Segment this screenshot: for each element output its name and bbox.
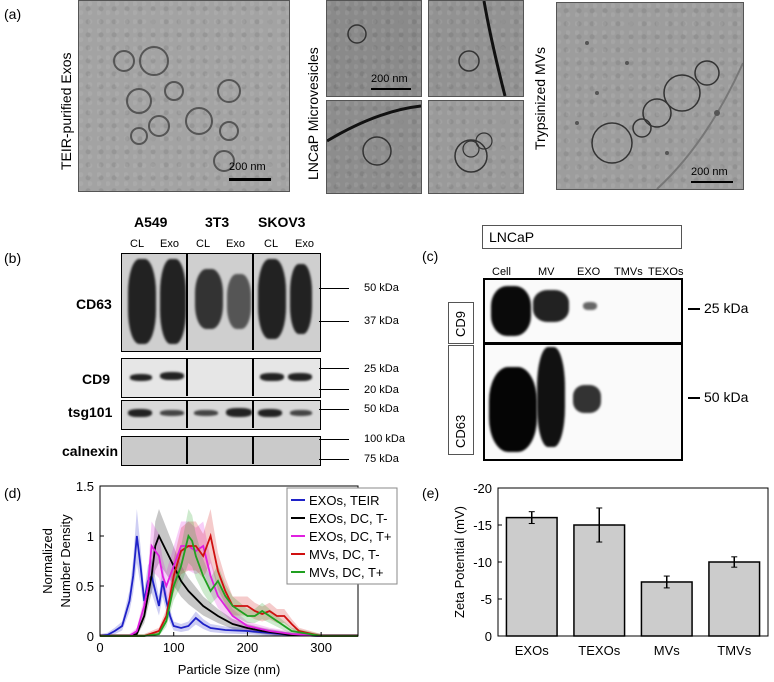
- scale-bar-teir: [229, 178, 271, 181]
- tryp-label: Trypsinized MVs: [532, 47, 548, 150]
- y-tick-label: 0.5: [76, 579, 94, 594]
- scale-label-tryp: 200 nm: [691, 166, 728, 178]
- blot-cd9-c: [483, 278, 683, 344]
- series-band: [100, 509, 358, 636]
- series-band: [100, 521, 358, 636]
- row-label-cd63: CD63: [76, 296, 112, 312]
- em-image-lncap-4: [428, 100, 524, 194]
- x-tick-label: 200: [237, 640, 259, 655]
- x-tick-label: EXOs: [515, 643, 549, 658]
- kda-label: 50 kDa: [364, 403, 399, 415]
- panel-label-a: (a): [4, 6, 22, 22]
- kda-label: 20 kDa: [364, 384, 399, 396]
- row-label-tsg101: tsg101: [68, 404, 113, 420]
- row-label-cd9: CD9: [82, 371, 111, 387]
- cell-line-3t3: 3T3: [205, 214, 230, 230]
- blot-tsg101-b: [121, 400, 321, 430]
- lane-label: Exo: [226, 238, 245, 250]
- x-tick-label: 0: [96, 640, 103, 655]
- blot-calnexin-b: [121, 436, 321, 466]
- series-line: [100, 533, 358, 637]
- em-image-tryp: 200 nm: [556, 2, 744, 190]
- blot-cd63-c: [483, 343, 683, 461]
- y-tick-label: -15: [473, 518, 492, 533]
- blot-cd63-b: [121, 253, 321, 352]
- kda-label: 25 kDa: [364, 363, 399, 375]
- y-axis-label: Zeta Potential (mV): [452, 506, 467, 618]
- em-image-teir: 200 nm: [78, 0, 290, 192]
- cell-line-skov3: SKOV3: [258, 214, 306, 230]
- series-line: [100, 532, 358, 637]
- row-label-cd9-c: CD9: [453, 310, 468, 337]
- lane-label: CL: [130, 238, 145, 250]
- panel-label-c: (c): [422, 248, 439, 264]
- bar: [708, 561, 761, 637]
- bar: [640, 581, 693, 637]
- legend-entry: EXOs, DC, T+: [309, 529, 391, 544]
- em-image-lncap-3: [326, 100, 422, 194]
- lane-label: Cell: [492, 266, 511, 278]
- x-tick-label: MVs: [654, 643, 681, 658]
- kda-label: 100 kDa: [364, 433, 405, 445]
- panel-label-d: (d): [4, 485, 22, 501]
- legend-entry: MVs, DC, T-: [309, 547, 380, 562]
- lncap-label: LNCaP Microvesicles: [305, 47, 321, 180]
- series-band: [100, 509, 358, 636]
- y-axis-label: Normalized: [40, 528, 55, 594]
- row-box-cd9: CD9: [448, 302, 474, 344]
- y-tick-label: -20: [473, 481, 492, 496]
- panel-label-b: (b): [4, 250, 22, 266]
- lane-label: CL: [196, 238, 211, 250]
- y-tick-label: 1.5: [76, 479, 94, 494]
- lncap-title: LNCaP: [489, 229, 535, 245]
- blot-cd9-b: [121, 358, 321, 398]
- series-line: [100, 543, 358, 637]
- kda-label: 75 kDa: [364, 453, 399, 465]
- lane-label: EXO: [577, 266, 601, 278]
- y-tick-label: 0: [87, 629, 94, 644]
- legend-entry: EXOs, DC, T-: [309, 511, 388, 526]
- y-axis-label: Number Density: [58, 514, 73, 608]
- kda-label: 50 kDa: [364, 282, 399, 294]
- lane-label: Exo: [160, 238, 179, 250]
- scale-label-teir: 200 nm: [229, 161, 266, 173]
- x-tick-label: 300: [310, 640, 332, 655]
- y-tick-label: 0: [485, 629, 492, 644]
- em-image-lncap-2: [428, 0, 524, 97]
- lane-label: TMVs: [614, 266, 643, 278]
- x-tick-label: TEXOs: [578, 643, 620, 658]
- row-box-cd63: CD63: [448, 345, 474, 455]
- legend-box: [286, 487, 398, 585]
- y-tick-label: -10: [473, 555, 492, 570]
- legend-entry: EXOs, TEIR: [309, 493, 380, 508]
- y-tick-label: -5: [480, 592, 492, 607]
- x-tick-label: 100: [163, 640, 185, 655]
- scale-bar-tryp: [691, 181, 733, 183]
- lane-label: MV: [538, 266, 555, 278]
- lane-label: CL: [264, 238, 279, 250]
- kda-label-50: 50 kDa: [704, 389, 749, 405]
- lane-label: TEXOs: [648, 266, 684, 278]
- x-tick-label: TMVs: [717, 643, 751, 658]
- panel-label-e: (e): [422, 485, 440, 501]
- row-label-calnexin: calnexin: [62, 443, 119, 459]
- series-line: [100, 533, 358, 637]
- scale-label-lncap: 200 nm: [371, 73, 408, 85]
- lncap-title-box: LNCaP: [482, 225, 682, 249]
- legend-entry: MVs, DC, T+: [309, 565, 384, 580]
- teir-label: TEIR-purified Exos: [58, 52, 74, 170]
- lane-label: Exo: [295, 238, 314, 250]
- zeta-potential-chart: -20 -15 -10 -5 0 Zeta Potential (mV) EXOs TEXOs…: [452, 481, 769, 658]
- em-image-lncap-1: 200 nm: [326, 0, 422, 97]
- size-distribution-chart: 0 100 200 300 0 0.5 1 1.5 Particle Size (nm) Norm…: [40, 479, 398, 677]
- x-axis-label: Particle Size (nm): [178, 662, 281, 677]
- y-tick-label: 1: [87, 529, 94, 544]
- kda-label-25: 25 kDa: [704, 300, 749, 316]
- row-label-cd63-c: CD63: [453, 414, 468, 448]
- series-line: [99, 535, 358, 637]
- kda-label: 37 kDa: [364, 315, 399, 327]
- cell-line-a549: A549: [134, 214, 168, 230]
- scale-bar-lncap: [371, 88, 411, 90]
- bar: [505, 516, 558, 637]
